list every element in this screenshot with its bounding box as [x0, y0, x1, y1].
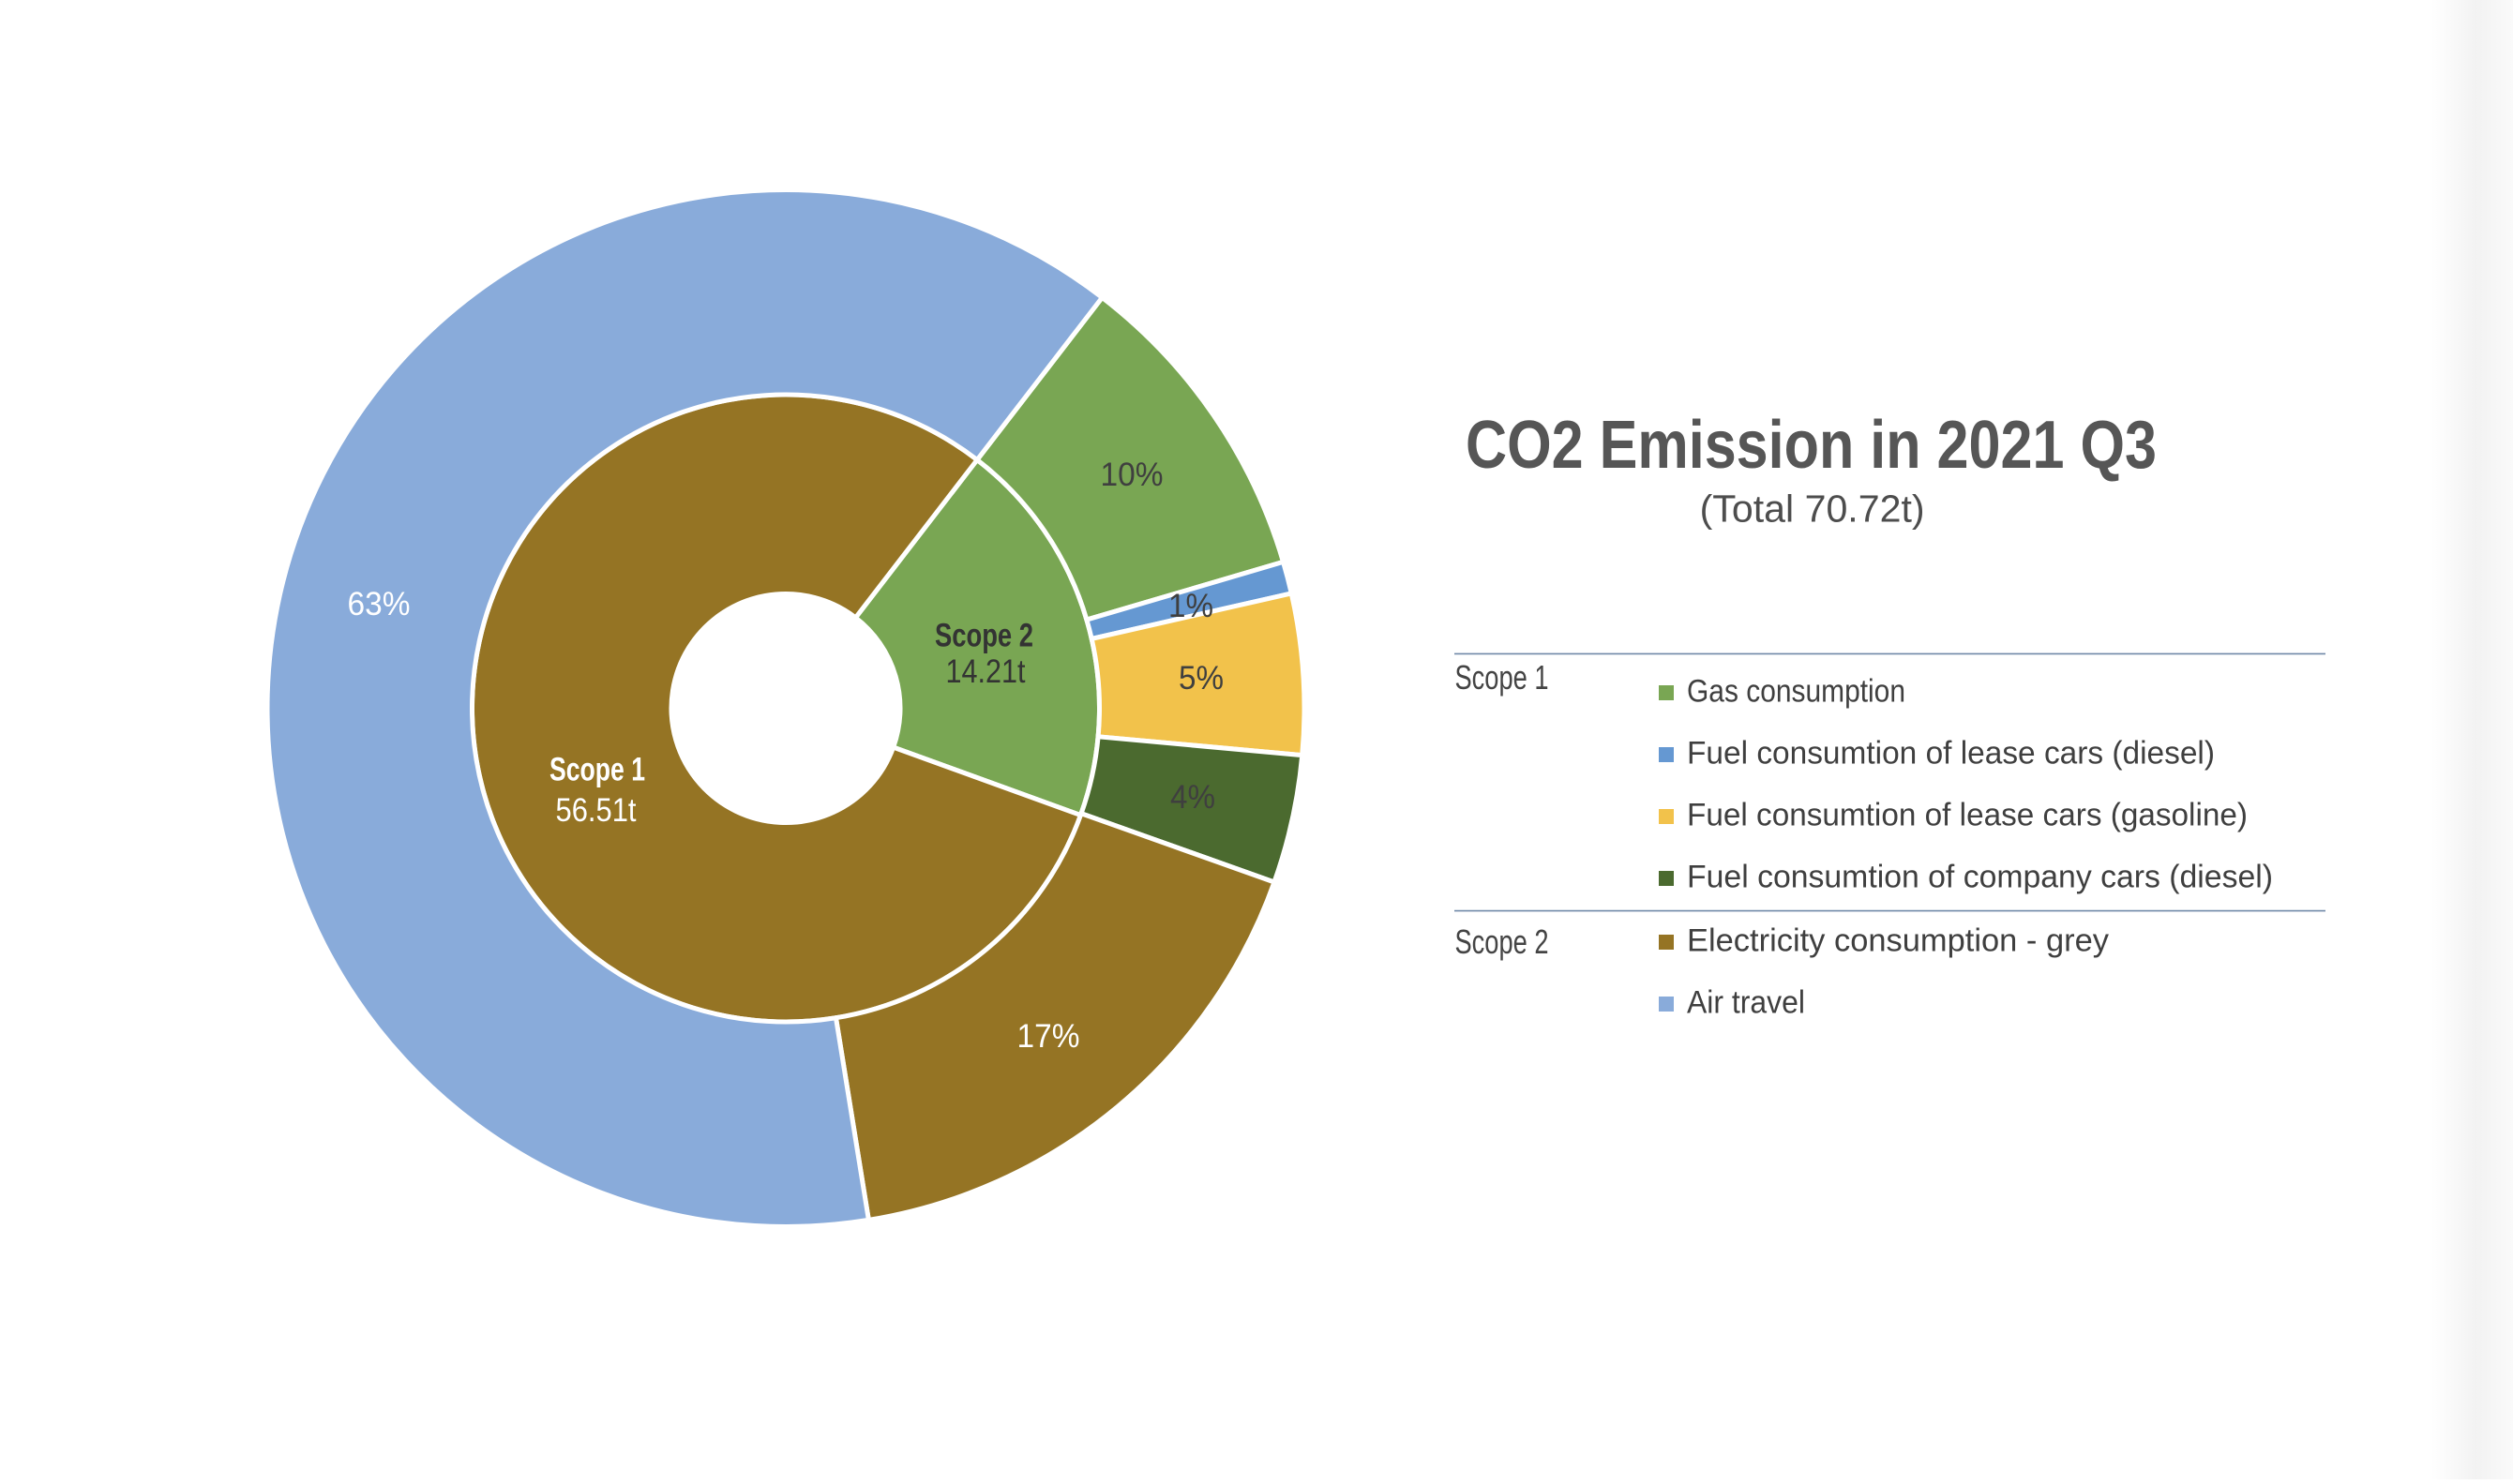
svg-text:17%: 17%	[1017, 1018, 1080, 1055]
svg-text:Gas consumption: Gas consumption	[1687, 674, 1905, 710]
svg-text:56.51t: 56.51t	[556, 792, 637, 829]
svg-text:14.21t: 14.21t	[946, 653, 1026, 690]
svg-text:1%: 1%	[1168, 588, 1213, 624]
svg-text:63%: 63%	[348, 586, 411, 622]
svg-text:CO2 Emission in 2021 Q3: CO2 Emission in 2021 Q3	[1466, 408, 2157, 483]
svg-text:(Total 70.72t): (Total 70.72t)	[1700, 487, 1925, 530]
svg-text:5%: 5%	[1179, 660, 1224, 697]
svg-text:Air travel: Air travel	[1687, 985, 1805, 1021]
svg-text:Scope 2: Scope 2	[935, 617, 1033, 653]
svg-text:10%: 10%	[1101, 457, 1164, 493]
svg-text:Scope 1: Scope 1	[549, 752, 645, 788]
svg-text:Scope 1: Scope 1	[1455, 658, 1549, 697]
svg-text:Fuel consumtion of lease cars: Fuel consumtion of lease cars (diesel)	[1687, 736, 2215, 772]
svg-text:Fuel consumtion of lease cars: Fuel consumtion of lease cars (gasoline)	[1687, 798, 2248, 833]
svg-text:Electricity consumption - grey: Electricity consumption - grey	[1687, 923, 2109, 959]
svg-text:Fuel consumtion of company car: Fuel consumtion of company cars (diesel)	[1687, 860, 2273, 895]
svg-text:Scope 2: Scope 2	[1455, 922, 1549, 961]
svg-text:4%: 4%	[1170, 779, 1215, 816]
